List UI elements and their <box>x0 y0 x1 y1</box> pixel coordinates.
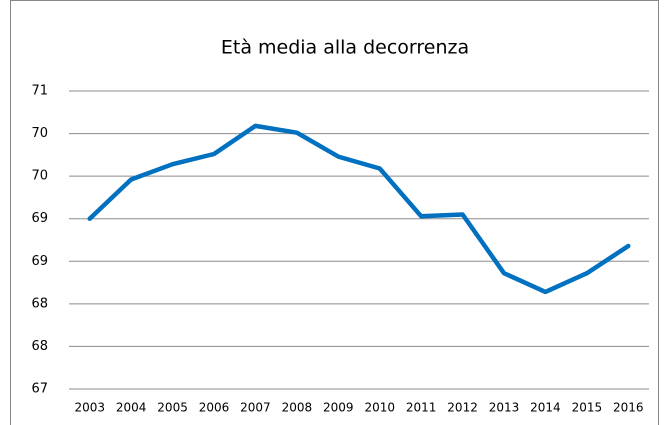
y-tick-label: 67 <box>31 382 48 397</box>
x-tick-label: 2008 <box>282 401 313 415</box>
x-tick-label: 2004 <box>116 401 147 415</box>
x-tick-label: 2003 <box>74 401 105 415</box>
x-tick-label: 2010 <box>364 401 395 415</box>
y-tick-label: 68 <box>31 296 48 311</box>
x-tick-label: 2011 <box>406 401 437 415</box>
x-tick-label: 2009 <box>323 401 354 415</box>
y-tick-label: 68 <box>31 339 48 354</box>
x-tick-label: 2016 <box>613 401 644 415</box>
y-tick-label: 70 <box>31 169 48 184</box>
chart-border <box>10 0 659 425</box>
y-tick-label: 70 <box>31 126 48 141</box>
x-tick-label: 2014 <box>530 401 561 415</box>
x-tick-label: 2007 <box>240 401 271 415</box>
x-tick-label: 2012 <box>447 401 478 415</box>
chart-title: Età media alla decorrenza <box>221 37 469 59</box>
y-tick-label: 69 <box>31 254 48 269</box>
x-tick-label: 2015 <box>572 401 603 415</box>
x-tick-label: 2006 <box>199 401 230 415</box>
y-tick-label: 69 <box>31 211 48 226</box>
x-tick-label: 2005 <box>157 401 188 415</box>
y-tick-label: 71 <box>31 84 48 99</box>
series-line <box>87 123 631 295</box>
x-tick-label: 2013 <box>489 401 520 415</box>
